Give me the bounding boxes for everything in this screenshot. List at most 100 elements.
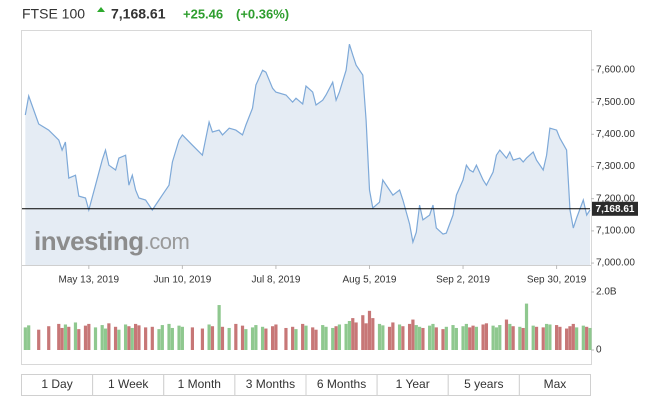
range-button[interactable]: 1 Year (376, 374, 449, 396)
volume-bar (63, 324, 68, 350)
x-tick-label: Aug 5, 2019 (343, 275, 397, 286)
range-button-box[interactable] (518, 374, 591, 396)
volume-bar (180, 326, 184, 350)
volume-bar (227, 327, 231, 350)
volume-bar (548, 324, 552, 350)
symbol: FTSE 100 (22, 6, 85, 22)
volume-tick-label: 0 (596, 345, 602, 356)
range-button[interactable]: 6 Months (305, 374, 378, 396)
y-tick-label: 7,000.00 (596, 258, 635, 269)
volume-bar (60, 327, 64, 350)
volume-bar (244, 329, 248, 350)
volume-bar (284, 327, 288, 350)
volume-bar (157, 329, 161, 350)
range-button-label: 1 Day (41, 377, 72, 391)
volume-bar (518, 326, 522, 350)
volume-bar (321, 325, 325, 350)
volume-bar (534, 326, 539, 350)
volume-bar (361, 315, 365, 350)
volume-bar (294, 329, 298, 350)
range-button-label: 6 Months (317, 377, 366, 391)
volume-bar (571, 323, 575, 350)
volume-bar (117, 329, 121, 350)
area-fill (25, 44, 591, 266)
volume-bar (481, 324, 485, 350)
reference-label: 7,168.61 (596, 204, 635, 215)
range-button[interactable]: 1 Day (21, 374, 94, 396)
volume-bar (454, 327, 458, 350)
volume-bar (87, 323, 91, 350)
volume-bar (411, 319, 415, 350)
volume-bar (270, 326, 275, 350)
range-button-label: Max (544, 377, 567, 391)
y-tick-label: 7,200.00 (596, 193, 635, 204)
volume-bar (234, 323, 238, 350)
watermark-suffix: .com (144, 229, 190, 254)
volume-bar (387, 326, 392, 350)
volume-bar (471, 325, 475, 350)
volume-bar (494, 327, 499, 350)
volume-bar (434, 327, 438, 350)
volume-bar (381, 325, 385, 350)
volume-bar (77, 329, 81, 350)
volume-bar (331, 327, 335, 350)
volume-bar (240, 325, 245, 350)
volume-bar (367, 310, 372, 350)
volume-bar (137, 325, 141, 350)
volume-bar (521, 327, 525, 350)
change-pct: (+0.36%) (236, 6, 289, 21)
volume-bar (588, 327, 592, 350)
y-tick-label: 7,300.00 (596, 161, 635, 172)
range-button-label: 1 Year (396, 377, 430, 391)
volume-bar (498, 325, 502, 350)
volume-bar (134, 323, 138, 350)
range-button[interactable]: 1 Month (163, 374, 236, 396)
volume-bar (451, 325, 455, 350)
volume-bar (264, 328, 268, 350)
range-button[interactable]: 1 Week (92, 374, 165, 396)
volume-bar (511, 326, 515, 350)
volume-bar (418, 326, 422, 350)
volume-bar (585, 326, 589, 350)
x-tick-label: Jul 8, 2019 (251, 275, 300, 286)
range-button[interactable]: 3 Months (234, 374, 307, 396)
volume-bar (100, 325, 104, 350)
volume-bar (23, 327, 27, 350)
price-line (24, 44, 591, 245)
volume-bar (254, 325, 258, 350)
volume-bar (431, 323, 435, 350)
volume-bar (177, 325, 181, 350)
volume-bar (414, 325, 418, 350)
range-button[interactable]: Max (518, 374, 591, 396)
volume-bar (558, 326, 562, 350)
reference-label-box (592, 201, 638, 216)
volume-bar (324, 326, 328, 350)
volume-bar (575, 327, 579, 350)
volume-bar (291, 326, 295, 350)
range-button-label: 5 years (464, 377, 503, 391)
range-button-label: 1 Month (178, 377, 221, 391)
volume-bar (508, 323, 512, 350)
change: +25.46 (183, 6, 223, 21)
volume-bar (67, 326, 71, 350)
volume-bar (351, 318, 355, 350)
volume-bar (371, 318, 375, 350)
volume-bar (568, 326, 572, 350)
volume-bar (354, 322, 358, 350)
volume-bar (190, 327, 194, 350)
volume-bar (334, 326, 338, 350)
range-button[interactable]: 5 years (447, 374, 520, 396)
volume-bar (337, 324, 342, 350)
volume-bar (200, 328, 205, 350)
x-tick-label: May 13, 2019 (59, 275, 120, 286)
volume-bar (444, 326, 448, 350)
volume-bar (344, 323, 348, 350)
y-tick-label: 7,400.00 (596, 129, 635, 140)
volume-bar (504, 319, 509, 350)
volume-bar (554, 325, 559, 350)
volume-bar (260, 326, 265, 350)
volume-bar (103, 328, 108, 350)
volume-bar (130, 327, 134, 350)
volume-bar (565, 328, 569, 350)
volume-bar (27, 325, 31, 350)
